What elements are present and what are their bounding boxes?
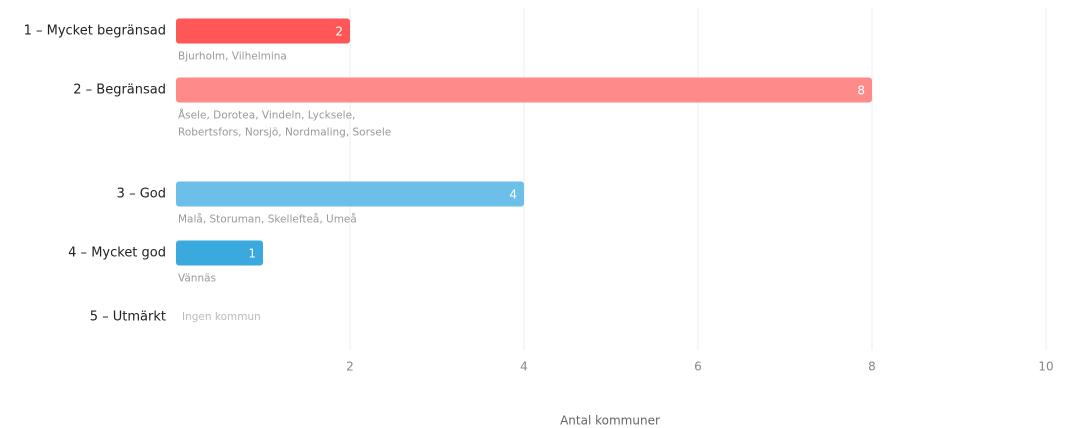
note: Vännäs: [178, 273, 216, 285]
value-label: 4: [509, 188, 517, 202]
bar: [176, 240, 263, 266]
x-axis-title: Antal kommuner: [560, 414, 660, 428]
y-tick-label: 2 – Begränsad: [73, 83, 166, 98]
x-tick-label: 8: [868, 360, 876, 374]
note: Malå, Storuman, Skellefteå, Umeå: [178, 213, 357, 226]
value-label: 8: [857, 84, 865, 98]
x-tick-label: 10: [1038, 360, 1053, 374]
y-tick-label: 1 – Mycket begränsad: [24, 24, 166, 39]
bar: [176, 18, 350, 44]
note: Robertsfors, Norsjö, Nordmaling, Sorsele: [178, 127, 391, 139]
value-label: 1: [248, 247, 256, 261]
note: Åsele, Dorotea, Vindeln, Lycksele,: [178, 109, 355, 122]
y-tick-label: 4 – Mycket god: [68, 246, 166, 261]
value-label: 2: [335, 25, 343, 39]
note: Bjurholm, Vilhelmina: [178, 51, 287, 63]
bar: [176, 181, 524, 207]
bar: [176, 77, 872, 103]
y-tick-label: 3 – God: [117, 187, 166, 202]
note: Ingen kommun: [182, 311, 261, 323]
x-tick-label: 2: [346, 360, 354, 374]
x-tick-label: 6: [694, 360, 702, 374]
y-tick-label: 5 – Utmärkt: [90, 310, 166, 325]
x-tick-label: 4: [520, 360, 528, 374]
